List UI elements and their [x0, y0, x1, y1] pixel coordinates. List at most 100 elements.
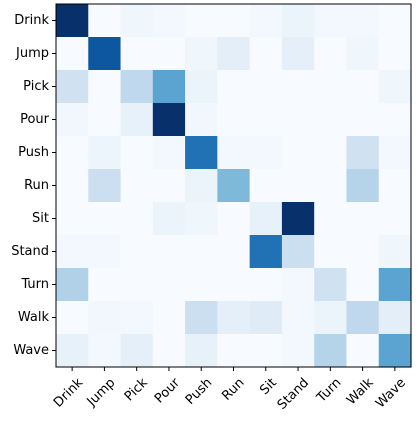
x-tick-label-jump: Jump	[84, 375, 119, 410]
y-tick-label-pour: Pour	[20, 112, 50, 127]
cell-turn-pick	[120, 268, 154, 302]
cell-pour-pour	[152, 103, 186, 137]
cell-wave-pour	[152, 334, 186, 368]
cell-sit-sit	[249, 202, 283, 236]
cell-turn-push	[185, 268, 218, 302]
cell-jump-turn	[314, 37, 348, 71]
cell-pick-turn	[314, 70, 348, 104]
cell-run-walk	[346, 169, 380, 203]
x-tick-label-drink: Drink	[51, 375, 87, 411]
cell-pick-drink	[56, 70, 89, 104]
cell-drink-sit	[249, 4, 283, 38]
cell-sit-run	[217, 202, 251, 236]
cell-turn-turn	[314, 268, 348, 302]
cell-jump-sit	[249, 37, 283, 71]
cell-walk-pour	[152, 301, 186, 335]
x-tick-label-wave: Wave	[373, 375, 409, 411]
cell-walk-walk	[346, 301, 380, 335]
cell-jump-push	[185, 37, 218, 71]
cell-sit-pour	[152, 202, 186, 236]
cell-walk-run	[217, 301, 251, 335]
cell-jump-walk	[346, 37, 380, 71]
cell-pick-sit	[249, 70, 283, 104]
cell-wave-walk	[346, 334, 380, 368]
cell-run-stand	[281, 169, 315, 203]
cell-push-jump	[88, 136, 122, 170]
x-tick-label-pick: Pick	[122, 375, 151, 404]
cell-pick-jump	[88, 70, 122, 104]
cell-pour-drink	[56, 103, 89, 137]
y-tick-label-wave: Wave	[13, 343, 49, 358]
y-tick-label-sit: Sit	[32, 211, 49, 226]
cell-turn-stand	[281, 268, 315, 302]
cell-run-jump	[88, 169, 122, 203]
cell-push-walk	[346, 136, 380, 170]
cell-jump-drink	[56, 37, 89, 71]
cell-pour-sit	[249, 103, 283, 137]
cell-stand-run	[217, 235, 251, 269]
cell-turn-walk	[346, 268, 380, 302]
cell-turn-sit	[249, 268, 283, 302]
cell-push-turn	[314, 136, 348, 170]
cell-run-run	[217, 169, 251, 203]
cell-run-pick	[120, 169, 154, 203]
cell-pour-jump	[88, 103, 122, 137]
y-tick-label-push: Push	[18, 145, 49, 160]
cell-pour-walk	[346, 103, 380, 137]
cell-push-wave	[378, 136, 412, 170]
cell-drink-pick	[120, 4, 154, 38]
cell-wave-pick	[120, 334, 154, 368]
cell-pour-push	[185, 103, 218, 137]
cell-push-pour	[152, 136, 186, 170]
cell-pour-wave	[378, 103, 412, 137]
cell-turn-wave	[378, 268, 412, 302]
cell-push-pick	[120, 136, 154, 170]
cell-jump-pour	[152, 37, 186, 71]
cell-drink-stand	[281, 4, 315, 38]
cell-pour-pick	[120, 103, 154, 137]
cell-wave-stand	[281, 334, 315, 368]
cell-jump-stand	[281, 37, 315, 71]
cell-turn-pour	[152, 268, 186, 302]
y-tick-label-jump: Jump	[15, 46, 49, 61]
x-tick-label-pour: Pour	[152, 375, 184, 407]
y-tick-label-drink: Drink	[14, 13, 49, 28]
cell-stand-walk	[346, 235, 380, 269]
cell-stand-wave	[378, 235, 412, 269]
cell-push-stand	[281, 136, 315, 170]
cell-run-sit	[249, 169, 283, 203]
y-axis: Drink Jump Pick Pour Push Run Sit Stand Turn Walk…	[11, 13, 56, 358]
cell-pour-run	[217, 103, 251, 137]
cell-turn-run	[217, 268, 251, 302]
cell-pick-wave	[378, 70, 412, 104]
x-tick-label-stand: Stand	[275, 375, 312, 412]
cell-sit-walk	[346, 202, 380, 236]
cell-wave-push	[185, 334, 218, 368]
cell-jump-pick	[120, 37, 154, 71]
cell-push-drink	[56, 136, 89, 170]
cell-stand-stand	[281, 235, 315, 269]
cell-stand-push	[185, 235, 218, 269]
cell-push-push	[185, 136, 218, 170]
cell-walk-sit	[249, 301, 283, 335]
y-tick-label-run: Run	[24, 178, 49, 193]
cell-walk-turn	[314, 301, 348, 335]
cell-stand-sit	[249, 235, 283, 269]
cell-walk-jump	[88, 301, 122, 335]
cell-pick-walk	[346, 70, 380, 104]
cell-run-wave	[378, 169, 412, 203]
cell-sit-drink	[56, 202, 89, 236]
cell-walk-wave	[378, 301, 412, 335]
cell-push-run	[217, 136, 251, 170]
heatmap-cells	[56, 4, 412, 368]
cell-wave-turn	[314, 334, 348, 368]
cell-walk-pick	[120, 301, 154, 335]
x-tick-label-walk: Walk	[344, 375, 377, 408]
cell-sit-stand	[281, 202, 315, 236]
cell-run-turn	[314, 169, 348, 203]
cell-pick-pour	[152, 70, 186, 104]
cell-turn-drink	[56, 268, 89, 302]
cell-drink-wave	[378, 4, 412, 38]
